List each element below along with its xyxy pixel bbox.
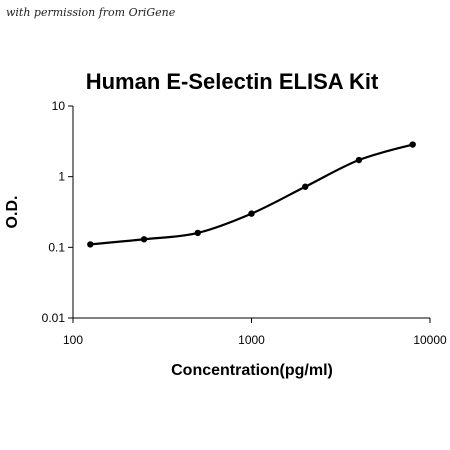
y-tick-label: 10	[52, 99, 66, 113]
x-tick-label: 1000	[238, 333, 265, 347]
y-axis-ticks: 0.01 0.1 1 10	[42, 99, 73, 325]
y-tick-label: 1	[58, 170, 65, 184]
x-tick-label: 100	[63, 333, 83, 347]
data-point	[248, 210, 255, 217]
y-axis-title: O.D.	[4, 196, 21, 229]
data-point	[302, 183, 309, 190]
data-point	[194, 229, 201, 237]
data-point	[87, 241, 94, 248]
data-point	[409, 141, 416, 148]
fit-curve	[89, 143, 414, 246]
chart-title: Human E-Selectin ELISA Kit	[86, 69, 379, 94]
credit-text: with permission from OriGene	[6, 6, 176, 19]
y-tick-label: 0.01	[42, 311, 66, 325]
x-axis-title: Concentration(pg/ml)	[171, 362, 333, 379]
data-point	[140, 236, 148, 243]
x-axis-ticks: 100 1000 10000	[63, 318, 447, 347]
x-tick-label: 10000	[413, 333, 447, 347]
y-tick-label: 0.1	[48, 240, 65, 254]
data-point	[355, 156, 363, 164]
data-points	[87, 141, 416, 248]
